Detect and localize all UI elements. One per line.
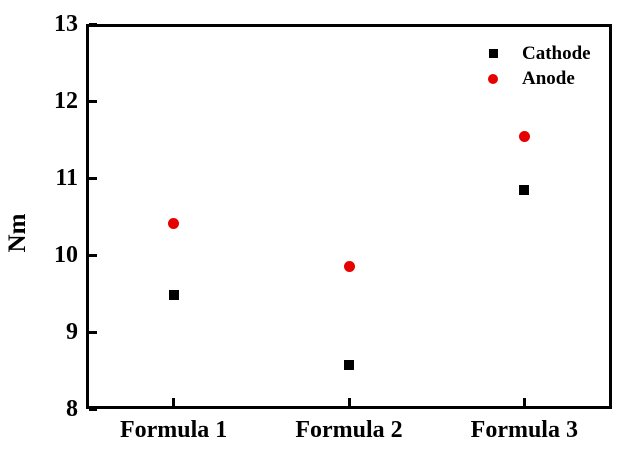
data-point-cathode-formula-1 [168, 290, 179, 301]
x-axis-category-label: Formula 3 [470, 417, 578, 443]
x-axis-tick [522, 398, 526, 406]
data-point-anode-formula-3 [518, 130, 530, 142]
y-axis-tick-label: 9 [66, 319, 78, 345]
y-axis-tick [89, 176, 97, 180]
legend-marker-square-icon [488, 49, 498, 58]
y-axis-tick [89, 99, 97, 103]
y-axis-tick-label: 8 [66, 396, 78, 422]
data-point-cathode-formula-2 [344, 360, 354, 371]
data-point-cathode-formula-3 [519, 184, 530, 195]
legend-item: Anode [476, 66, 591, 91]
data-point-anode-formula-2 [343, 261, 355, 273]
legend: Cathode Anode [476, 41, 591, 91]
legend-marker-circle-icon [488, 73, 498, 84]
y-axis-tick [89, 330, 97, 334]
x-axis-category-label: Formula 2 [295, 417, 403, 443]
legend-label: Anode [522, 67, 575, 89]
x-axis-category-label: Formula 1 [119, 417, 228, 443]
y-axis-tick-label: 13 [54, 11, 78, 37]
plot-area-frame [86, 24, 612, 409]
y-axis-tick-label: 10 [54, 242, 78, 268]
x-axis-tick [347, 398, 351, 406]
y-axis-tick-label: 11 [55, 165, 78, 191]
legend-marker-cell [476, 73, 510, 84]
x-axis-tick [172, 398, 176, 406]
legend-item: Cathode [476, 41, 591, 66]
y-axis-tick [89, 407, 97, 411]
y-axis-tick [89, 253, 97, 257]
y-axis-tick [89, 22, 97, 26]
data-point-anode-formula-1 [168, 217, 180, 229]
y-axis-tick-label: 12 [54, 88, 78, 114]
legend-marker-cell [476, 49, 510, 58]
legend-label: Cathode [522, 42, 591, 64]
